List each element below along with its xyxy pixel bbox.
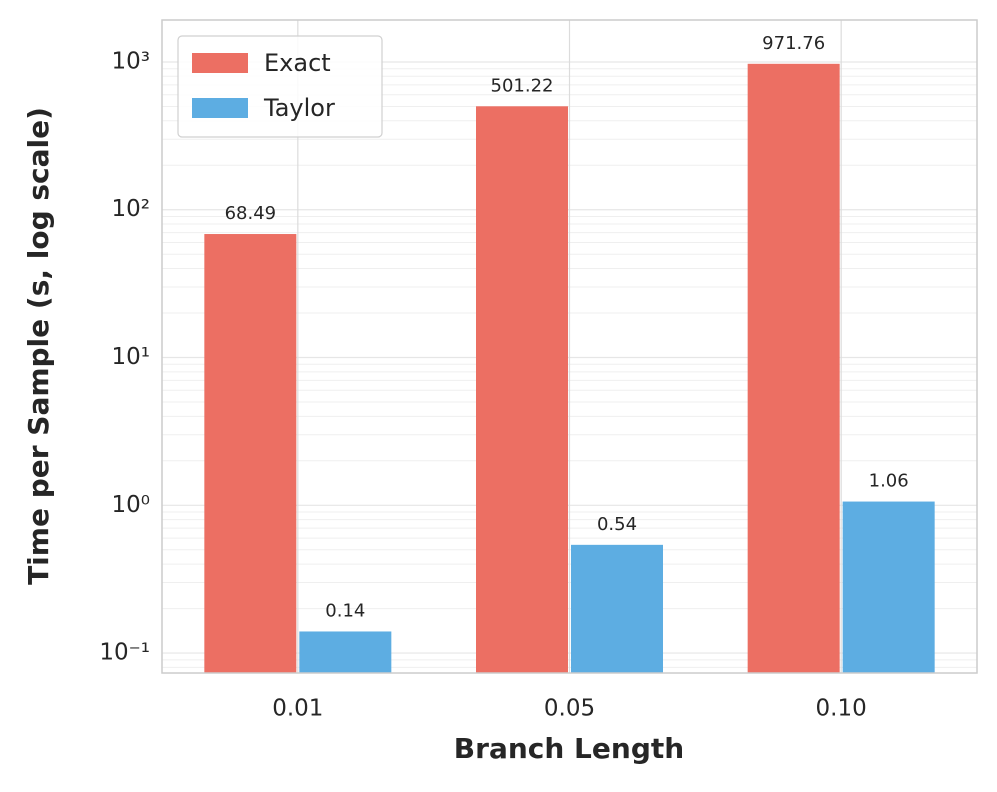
value-label: 971.76 bbox=[762, 33, 825, 54]
plot-border bbox=[161, 19, 978, 674]
value-label: 0.54 bbox=[597, 514, 637, 535]
value-label: 1.06 bbox=[869, 471, 909, 492]
bar bbox=[747, 63, 840, 674]
value-label: 501.22 bbox=[491, 75, 554, 96]
legend-swatch bbox=[192, 98, 248, 118]
y-axis-label: Time per Sample (s, log scale) bbox=[22, 107, 55, 585]
legend-label: Taylor bbox=[263, 94, 335, 122]
bar bbox=[299, 631, 392, 673]
bar bbox=[204, 234, 297, 673]
bar bbox=[476, 106, 568, 673]
legend-label: Exact bbox=[264, 49, 331, 77]
bar bbox=[842, 501, 935, 673]
value-label: 68.49 bbox=[225, 203, 277, 224]
legend-swatch bbox=[192, 53, 248, 73]
bar bbox=[571, 544, 663, 673]
x-tick-label: 0.05 bbox=[544, 696, 595, 722]
y-tick-label: 10⁰ bbox=[112, 492, 151, 518]
y-tick-label: 10² bbox=[112, 196, 151, 222]
x-tick-label: 0.01 bbox=[272, 696, 323, 722]
value-label: 0.14 bbox=[325, 600, 365, 621]
y-tick-label: 10¹ bbox=[112, 344, 151, 370]
y-tick-label: 10⁻¹ bbox=[99, 640, 150, 666]
y-tick-label: 10³ bbox=[112, 48, 151, 74]
x-tick-label: 0.10 bbox=[816, 696, 867, 722]
x-axis-label: Branch Length bbox=[454, 732, 684, 765]
